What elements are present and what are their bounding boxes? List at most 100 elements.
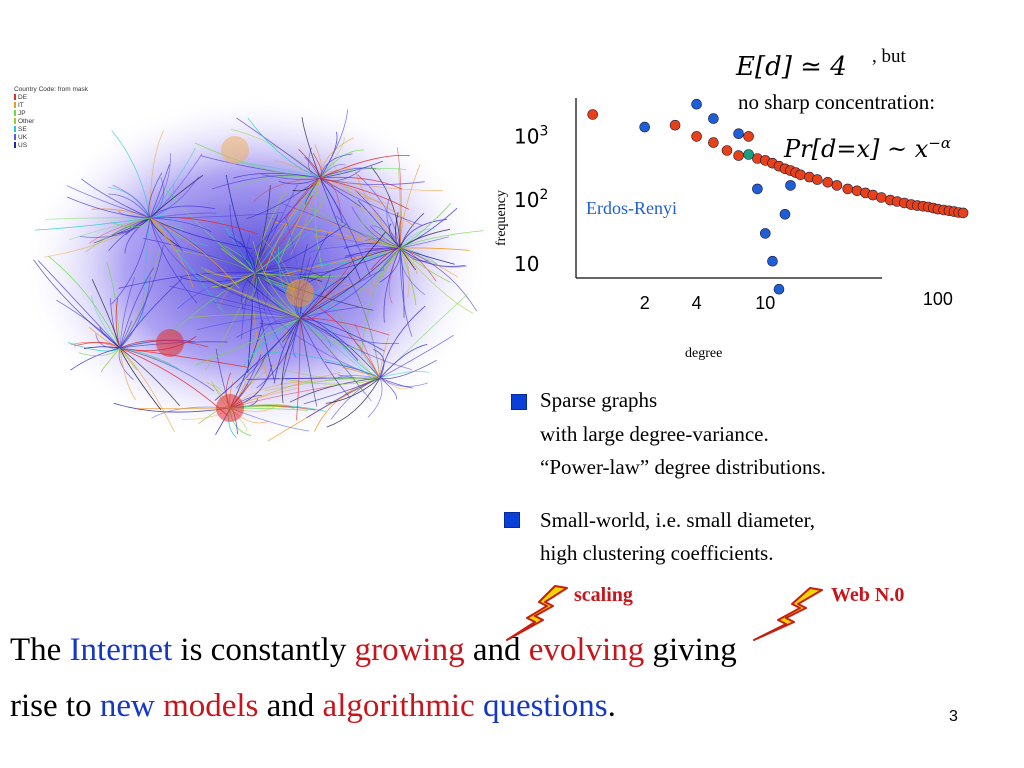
map-link	[326, 322, 381, 379]
map-link	[299, 317, 375, 378]
data-point	[691, 98, 702, 110]
data-point	[785, 180, 796, 191]
data-point	[587, 109, 598, 120]
map-link	[264, 377, 381, 392]
legend-label: UK	[18, 134, 28, 141]
map-cluster	[286, 279, 314, 307]
map-link	[264, 177, 321, 273]
map-link	[357, 292, 381, 379]
map-link	[254, 191, 286, 274]
map-link	[313, 235, 401, 249]
map-legend-title: Country Code: from mask	[14, 86, 89, 93]
map-link	[196, 317, 301, 365]
map-link	[149, 217, 203, 284]
expectation-formula: E[d] ≃ 4	[736, 52, 847, 82]
map-link	[346, 273, 381, 379]
map-link	[289, 377, 381, 403]
data-point	[733, 150, 744, 161]
data-point	[639, 121, 650, 133]
map-link	[299, 306, 360, 319]
map-link	[272, 366, 381, 380]
bullet-1-line-1: Sparse graphs	[540, 388, 658, 412]
map-link	[252, 272, 268, 377]
map-link	[107, 187, 151, 219]
map-link	[225, 174, 256, 274]
map-link	[254, 267, 323, 278]
map-link	[355, 189, 401, 249]
map-link	[177, 272, 256, 310]
map-link	[278, 247, 401, 273]
legend-swatch	[14, 110, 16, 117]
map-link	[278, 246, 301, 319]
text-is-constantly: is constantly	[180, 632, 347, 668]
map-legend-item: SE	[14, 126, 88, 134]
data-point	[773, 283, 785, 295]
legend-swatch	[14, 118, 16, 125]
data-point	[669, 119, 681, 131]
map-legend-item: IT	[14, 102, 88, 110]
map-link	[247, 117, 321, 179]
map-link	[111, 130, 151, 219]
web-n0-callout: Web N.0	[831, 584, 905, 606]
map-link	[369, 225, 401, 249]
text-period: .	[607, 688, 616, 724]
map-link	[229, 204, 256, 274]
y-tick-label: 102	[514, 187, 548, 212]
map-legend-item: Other	[14, 118, 88, 126]
text-giving: giving	[652, 632, 737, 668]
legend-label: US	[18, 142, 28, 149]
map-link	[119, 245, 164, 349]
data-point	[759, 228, 771, 239]
bullet-2-line-2: high clustering coefficients.	[540, 541, 774, 565]
map-link	[378, 213, 401, 249]
map-link	[254, 175, 321, 274]
map-link	[142, 217, 151, 322]
map-link	[399, 247, 459, 278]
map-link	[319, 176, 402, 190]
map-cluster	[216, 394, 244, 422]
map-link	[168, 272, 256, 337]
map-link	[366, 225, 401, 249]
data-point	[708, 137, 719, 148]
map-link	[319, 109, 348, 179]
map-link	[99, 326, 121, 349]
map-link	[319, 177, 361, 280]
scaling-callout: scaling	[574, 584, 633, 606]
map-link	[305, 247, 401, 322]
map-link	[35, 217, 151, 231]
y-axis-label: frequency	[494, 190, 509, 246]
map-link	[299, 243, 402, 319]
map-link	[261, 174, 321, 181]
map-link	[67, 342, 121, 352]
map-cluster	[56, 156, 84, 184]
map-link	[399, 247, 470, 251]
map-link	[254, 272, 374, 311]
map-link	[281, 317, 301, 403]
map-link	[326, 377, 381, 428]
legend-label: Other	[18, 118, 35, 125]
map-link	[399, 247, 417, 306]
map-link	[248, 317, 301, 384]
map-link	[399, 203, 452, 249]
map-link	[194, 142, 321, 179]
map-link	[115, 297, 121, 349]
map-link	[119, 277, 135, 349]
map-link	[299, 317, 365, 395]
map-link	[399, 247, 405, 318]
map-link	[84, 346, 121, 349]
map-link	[78, 347, 121, 357]
map-link	[148, 172, 163, 219]
legend-label: IT	[18, 102, 24, 109]
data-point	[822, 177, 834, 188]
map-legend-item: UK	[14, 134, 88, 142]
map-link	[200, 276, 301, 319]
map-link	[213, 301, 301, 319]
bullet-marker	[504, 512, 520, 528]
map-legend-item: JP	[14, 110, 88, 118]
map-link	[149, 217, 253, 250]
map-link	[232, 160, 321, 179]
text-and-2: and	[266, 688, 315, 724]
map-link	[247, 272, 256, 373]
map-link	[149, 205, 216, 219]
map-link	[299, 317, 390, 336]
